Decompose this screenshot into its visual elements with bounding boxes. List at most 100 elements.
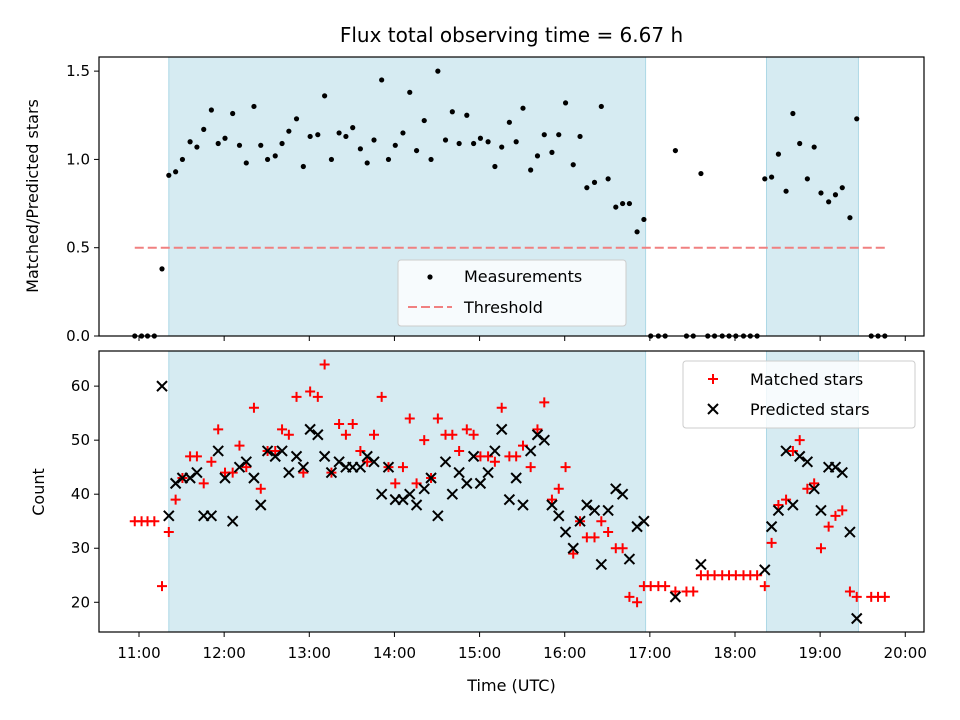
- data-point: [669, 591, 682, 603]
- data-point: [270, 445, 281, 456]
- data-point: [305, 386, 316, 397]
- data-point: [620, 200, 626, 207]
- data-point: [163, 510, 175, 522]
- data-point: [435, 68, 441, 74]
- data-point: [775, 151, 782, 157]
- data-point: [315, 132, 321, 138]
- data-point: [489, 445, 501, 457]
- data-point: [166, 172, 172, 178]
- data-point: [844, 586, 855, 597]
- data-point: [503, 493, 516, 506]
- legend-label-predicted: Predicted stars: [750, 400, 870, 419]
- data-point: [811, 144, 817, 150]
- x-tick-label: 13:00: [288, 644, 331, 662]
- data-point: [208, 107, 214, 113]
- data-point: [272, 153, 278, 159]
- legend-marker-measurements: [427, 274, 433, 280]
- data-point: [804, 176, 810, 182]
- data-point: [790, 110, 796, 117]
- bottom-axes: 20 30 40 50 60 11:00 12:00 13:00 14:00 15:00 16:00…: [71, 350, 927, 662]
- data-point: [781, 494, 792, 505]
- data-point: [379, 77, 385, 83]
- data-point: [787, 499, 799, 511]
- data-point: [477, 135, 484, 141]
- data-point: [534, 153, 541, 159]
- y-tick-label: 50: [71, 431, 90, 449]
- data-point: [241, 462, 252, 473]
- data-point: [255, 483, 266, 494]
- data-point: [762, 176, 768, 182]
- data-point: [837, 505, 848, 516]
- x-tick-label: 20:00: [884, 644, 927, 662]
- data-point: [568, 548, 579, 559]
- data-point: [510, 472, 522, 484]
- data-point: [307, 133, 313, 140]
- data-point: [343, 133, 349, 140]
- data-point: [517, 499, 529, 511]
- data-point: [826, 199, 832, 205]
- data-point: [350, 125, 356, 131]
- data-point: [496, 423, 508, 436]
- data-point: [291, 391, 302, 402]
- data-point: [357, 146, 363, 152]
- data-point: [407, 89, 413, 95]
- data-point: [467, 450, 480, 463]
- series-matched-stars: [129, 359, 890, 608]
- data-point: [279, 140, 285, 147]
- data-point: [362, 456, 373, 467]
- data-point: [839, 185, 845, 191]
- y-tick-label: 1.5: [66, 62, 90, 80]
- data-point: [809, 478, 820, 489]
- data-point: [418, 483, 430, 495]
- data-point: [461, 424, 472, 435]
- data-point: [382, 461, 395, 473]
- data-point: [830, 510, 841, 521]
- data-point: [442, 137, 449, 143]
- chart-title: Flux total observing time = 6.67 h: [340, 23, 683, 47]
- y-tick-label: 60: [71, 377, 90, 395]
- data-point: [603, 527, 614, 538]
- axes-frame: [98, 350, 925, 633]
- data-point: [368, 456, 380, 468]
- data-point: [808, 483, 820, 495]
- legend-marker-predicted: [707, 403, 719, 415]
- data-point: [215, 140, 221, 147]
- data-point: [562, 100, 569, 106]
- data-point: [369, 429, 379, 440]
- legend: Measurements Threshold: [397, 259, 627, 327]
- data-point: [617, 543, 628, 554]
- data-point: [559, 526, 572, 538]
- data-point: [589, 532, 600, 543]
- data-point: [149, 516, 160, 527]
- data-point: [243, 160, 249, 166]
- data-point: [298, 467, 309, 478]
- x-axis-label: Time (UTC): [466, 676, 555, 695]
- data-point: [851, 612, 863, 625]
- data-point: [698, 170, 704, 177]
- data-point: [251, 103, 257, 110]
- data-point: [300, 163, 306, 170]
- data-point: [596, 516, 607, 527]
- data-point: [400, 130, 406, 136]
- data-point: [847, 215, 853, 221]
- data-point: [219, 472, 231, 484]
- data-point: [815, 543, 826, 554]
- data-point: [205, 510, 218, 522]
- data-point: [626, 200, 633, 207]
- data-point: [836, 466, 848, 479]
- data-point: [328, 156, 335, 163]
- data-point: [832, 192, 839, 198]
- data-point: [212, 445, 224, 457]
- y-tick-label: 30: [71, 539, 90, 557]
- data-point: [624, 591, 635, 602]
- y-tick-label: 0.0: [66, 327, 90, 345]
- data-point: [598, 103, 604, 110]
- data-point: [456, 140, 462, 147]
- data-point: [461, 477, 473, 490]
- data-point: [464, 112, 470, 118]
- data-point: [336, 130, 342, 136]
- x-tick-label: 16:00: [543, 644, 586, 662]
- data-point: [410, 499, 423, 511]
- legend-marker-matched: [708, 374, 718, 384]
